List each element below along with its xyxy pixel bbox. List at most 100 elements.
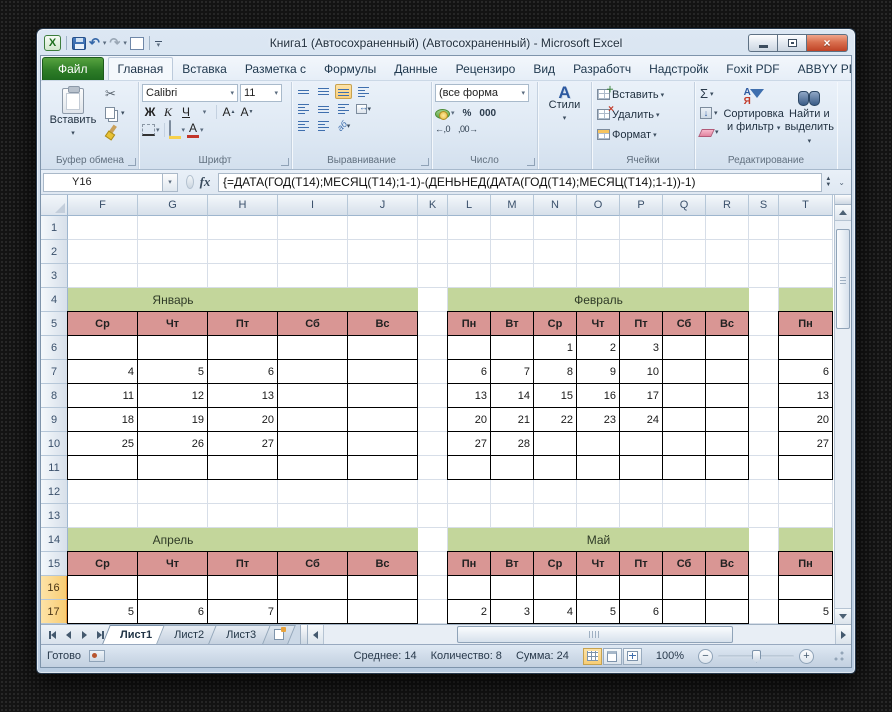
day-header-cell[interactable]: Вс	[705, 311, 749, 336]
name-box-dropdown-icon[interactable]: ▾	[163, 172, 178, 192]
calendar-cell-M8[interactable]: 14	[490, 383, 534, 408]
calendar-cell-H10[interactable]: 27	[207, 431, 278, 456]
day-header-cell[interactable]: Пт	[619, 551, 663, 576]
calendar-cell-M6[interactable]	[490, 335, 534, 360]
clipboard-dialog-launcher-icon[interactable]	[128, 158, 136, 166]
day-header-cell[interactable]: Пт	[619, 311, 663, 336]
row-header-7[interactable]: 7	[41, 360, 68, 384]
column-header-L[interactable]: L	[448, 195, 491, 216]
column-header-H[interactable]: H	[208, 195, 278, 216]
column-header-O[interactable]: O	[577, 195, 620, 216]
calendar-cell-R17[interactable]	[705, 599, 749, 624]
row-header-13[interactable]: 13	[41, 504, 68, 528]
calendar-cell-O9[interactable]: 23	[576, 407, 620, 432]
calendar-cell-Q11[interactable]	[662, 455, 706, 480]
calendar-cell-I7[interactable]	[277, 359, 348, 384]
calendar-cell-N11[interactable]	[533, 455, 577, 480]
macro-record-icon[interactable]	[88, 650, 105, 662]
decrease-decimal-icon[interactable]: ,00→	[458, 124, 478, 134]
autosum-button[interactable]: Σ ▾	[700, 85, 714, 101]
next-sheet-button[interactable]	[77, 628, 91, 642]
day-header-cell[interactable]: Чт	[576, 551, 620, 576]
tab-abbyy-pdf[interactable]: ABBYY PDF	[797, 62, 851, 76]
insert-cells-button[interactable]: Вставить▾	[595, 84, 691, 103]
select-all-corner[interactable]	[41, 195, 68, 216]
tab-формулы[interactable]: Формулы	[324, 62, 377, 76]
calendar-cell-H8[interactable]: 13	[207, 383, 278, 408]
merge-center-button[interactable]: ▾	[355, 101, 372, 116]
month-title[interactable]: Май	[448, 528, 749, 552]
horizontal-scroll-track[interactable]	[324, 625, 835, 644]
calendar-cell-H9[interactable]: 20	[207, 407, 278, 432]
tab-разметка-с[interactable]: Разметка с	[244, 62, 307, 76]
row-header-10[interactable]: 10	[41, 432, 68, 456]
calendar-cell-P7[interactable]: 10	[619, 359, 663, 384]
undo-dropdown-icon[interactable]: ▾	[102, 40, 107, 47]
customize-qat-icon[interactable]: ▾	[154, 40, 162, 49]
calendar-cell-M16[interactable]	[490, 575, 534, 600]
tab-рецензиро[interactable]: Рецензиро	[455, 62, 516, 76]
column-header-J[interactable]: J	[348, 195, 418, 216]
increase-decimal-icon[interactable]: ←,0	[435, 124, 451, 134]
calendar-cell-G8[interactable]: 12	[137, 383, 208, 408]
calendar-cell-F11[interactable]	[67, 455, 138, 480]
calendar-cell-G17[interactable]: 6	[137, 599, 208, 624]
calendar-cell-M7[interactable]: 7	[490, 359, 534, 384]
worksheet-grid[interactable]: F G H I J K L M N O P Q R S T 1 2 3 4 5 6 7 8 9 10 11 12 13 14 15 16 17…	[41, 195, 834, 624]
normal-view-button[interactable]	[582, 647, 602, 665]
calendar-cell-H16[interactable]	[207, 575, 278, 600]
calendar-cell-O8[interactable]: 16	[576, 383, 620, 408]
horizontal-scroll-thumb[interactable]	[456, 626, 733, 643]
align-bottom-button[interactable]	[335, 84, 352, 99]
increase-font-button[interactable]: А	[221, 104, 237, 120]
restore-button[interactable]	[777, 34, 806, 52]
wrap-text-button[interactable]	[355, 84, 372, 99]
vertical-split-handle[interactable]	[835, 195, 851, 205]
number-format-select[interactable]: (все форма ▾	[435, 84, 529, 102]
calendar-cell-F7[interactable]: 4	[67, 359, 138, 384]
calendar-cell-F10[interactable]: 25	[67, 431, 138, 456]
row-header-12[interactable]: 12	[41, 480, 68, 504]
column-header-F[interactable]: F	[68, 195, 138, 216]
calendar-cell-G10[interactable]: 26	[137, 431, 208, 456]
calendar-cell-Q17[interactable]	[662, 599, 706, 624]
excel-logo-icon[interactable]: X	[44, 35, 61, 51]
undo-icon[interactable]: ↶	[89, 35, 100, 50]
calendar-cell-G16[interactable]	[137, 575, 208, 600]
styles-button[interactable]: А Стили ▾	[548, 83, 581, 122]
format-cells-button[interactable]: Формат ▾	[595, 126, 691, 143]
row-header-6[interactable]: 6	[41, 336, 68, 360]
row-header-9[interactable]: 9	[41, 408, 68, 432]
calendar-cell-F8[interactable]: 11	[67, 383, 138, 408]
bold-button[interactable]: Ж	[144, 105, 156, 119]
day-header-cell[interactable]: Чт	[137, 551, 208, 576]
decrease-font-button[interactable]: А	[239, 104, 255, 120]
formula-input[interactable]: {=ДАТА(ГОД(Т14);МЕСЯЦ(Т14);1-1)-(ДЕНЬНЕД…	[218, 172, 823, 192]
find-select-button[interactable]: Найти и выделить ▾	[785, 84, 834, 153]
calendar-cell-I10[interactable]	[277, 431, 348, 456]
fill-color-button[interactable]: ▾	[168, 120, 185, 139]
tab-данные[interactable]: Данные	[394, 62, 438, 76]
row-header-8[interactable]: 8	[41, 384, 68, 408]
calendar-cell-I16[interactable]	[277, 575, 348, 600]
copy-button[interactable]: ▾	[103, 104, 127, 121]
column-header-P[interactable]: P	[620, 195, 663, 216]
paste-button[interactable]: Вставить ▾	[45, 84, 101, 153]
tab-вставка[interactable]: Вставка	[182, 62, 227, 76]
calendar-cell-Q6[interactable]	[662, 335, 706, 360]
prev-sheet-button[interactable]	[61, 628, 75, 642]
font-name-select[interactable]: Calibri ▾	[142, 84, 238, 102]
vertical-scroll-thumb[interactable]	[836, 229, 850, 329]
underline-dropdown-icon[interactable]: ▾	[202, 109, 207, 116]
tab-главная[interactable]: Главная	[107, 57, 174, 80]
vertical-scrollbar[interactable]	[834, 195, 851, 624]
align-center-button[interactable]	[315, 101, 332, 116]
calendar-cell-L8[interactable]: 13	[447, 383, 491, 408]
orientation-button[interactable]: аб ▾	[334, 118, 351, 133]
day-header-cell[interactable]: Ср	[533, 551, 577, 576]
column-header-Q[interactable]: Q	[663, 195, 706, 216]
zoom-out-button[interactable]: −	[698, 648, 713, 664]
fill-button[interactable]: ↓ ▾	[698, 104, 723, 121]
page-layout-view-button[interactable]	[602, 647, 622, 665]
